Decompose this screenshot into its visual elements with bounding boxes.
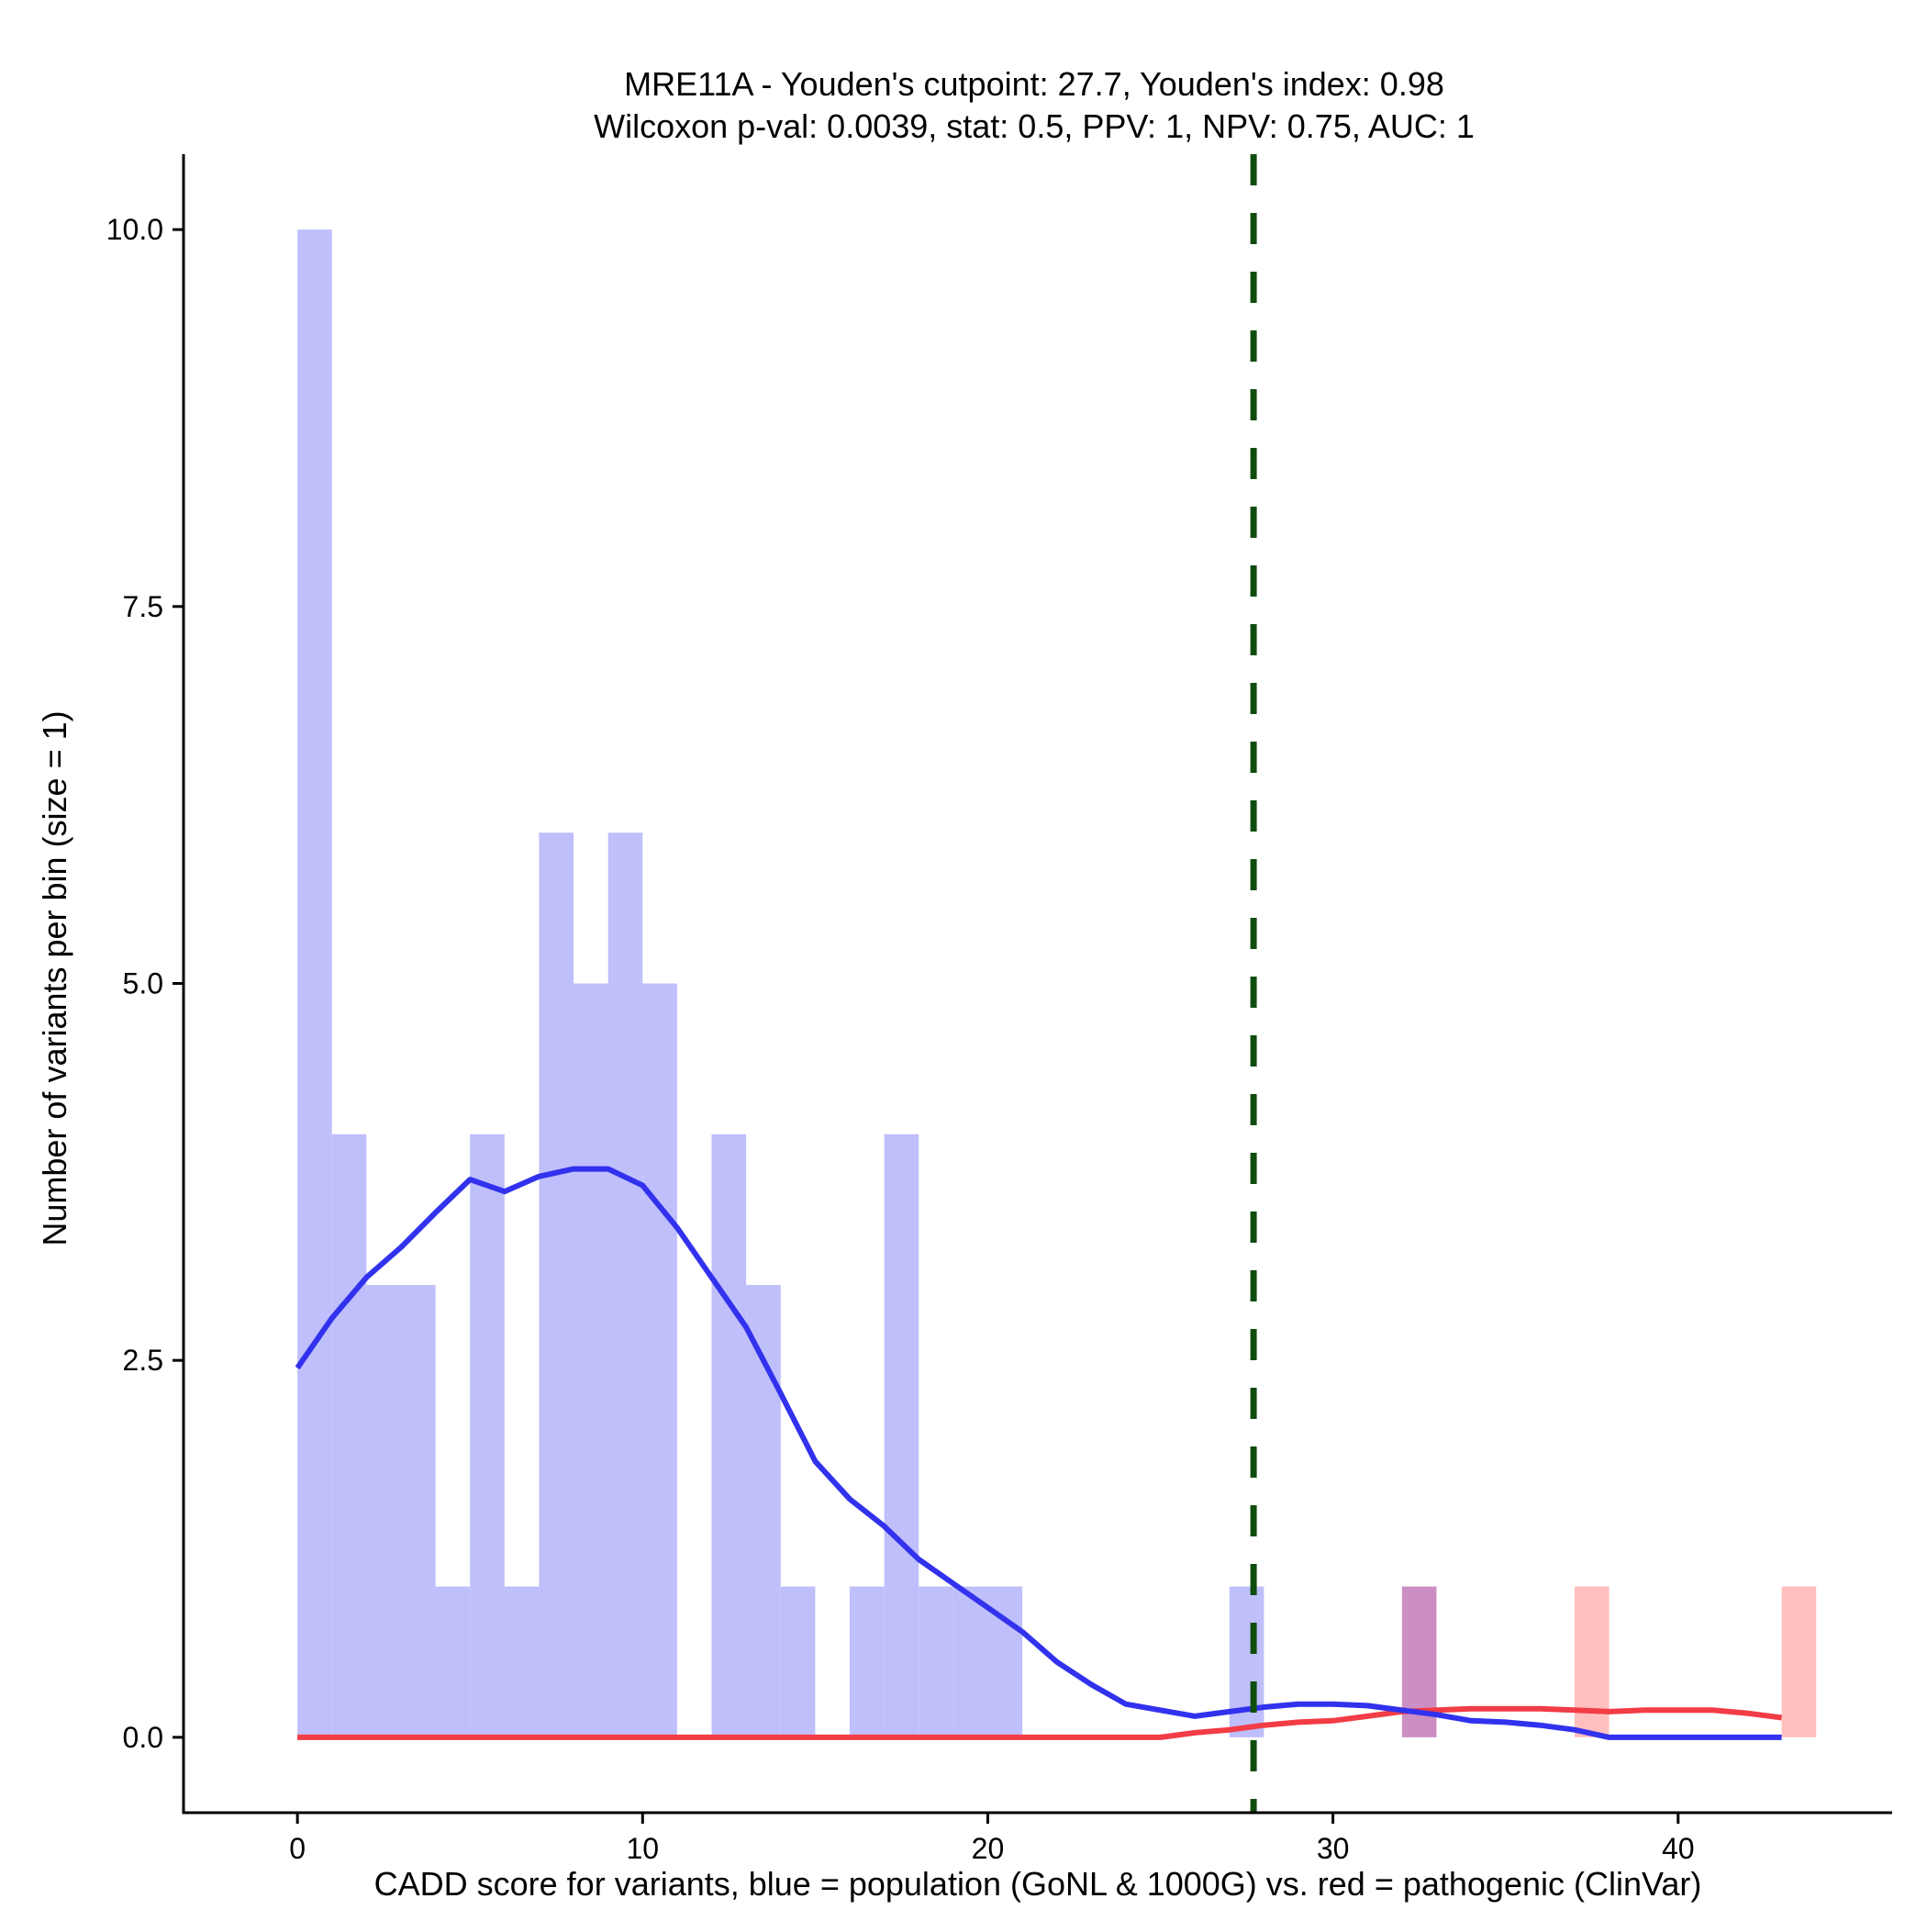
chart-title-line-1: MRE11A - Youden's cutpoint: 27.7, Youden… <box>624 65 1444 103</box>
x-tick-label: 20 <box>972 1832 1005 1865</box>
population-bar <box>884 1134 919 1737</box>
population-bar <box>952 1586 988 1737</box>
bars-layer <box>297 229 1817 1737</box>
x-ticks: 0 10 20 30 40 <box>289 1813 1695 1865</box>
y-ticks: 0.0 2.5 5.0 7.5 10.0 <box>106 213 184 1754</box>
density-lines-layer <box>295 1166 1782 1740</box>
x-tick-label: 30 <box>1317 1832 1350 1865</box>
pathogenic-density-line <box>297 1705 1782 1740</box>
population-bar <box>574 983 608 1737</box>
population-bar <box>400 1285 436 1737</box>
population-bar <box>1229 1586 1264 1737</box>
population-bar <box>470 1134 505 1737</box>
population-bar <box>607 832 643 1737</box>
population-bar <box>504 1586 540 1737</box>
x-axis-label: CADD score for variants, blue = populati… <box>374 1865 1702 1903</box>
y-axis-label: Number of variants per bin (size = 1) <box>36 710 73 1245</box>
pathogenic-bar <box>1781 1586 1817 1737</box>
x-tick-label: 0 <box>289 1832 306 1865</box>
y-tick-label: 2.5 <box>123 1344 163 1377</box>
population-bar <box>780 1586 816 1737</box>
pathogenic-bar <box>1574 1586 1610 1737</box>
population-bar <box>366 1285 401 1737</box>
population-bar <box>297 229 332 1737</box>
chart-title-line-2: Wilcoxon p-val: 0.0039, stat: 0.5, PPV: … <box>594 107 1475 145</box>
y-tick-label: 7.5 <box>123 590 163 623</box>
population-bar <box>331 1134 367 1737</box>
population-bar <box>642 983 677 1737</box>
population-bar <box>435 1586 471 1737</box>
population-bar <box>711 1134 747 1737</box>
population-bar <box>849 1586 885 1737</box>
y-tick-label: 0.0 <box>123 1721 163 1754</box>
y-tick-label: 10.0 <box>106 213 163 246</box>
x-tick-label: 10 <box>626 1832 659 1865</box>
population-bar <box>539 832 574 1737</box>
y-tick-label: 5.0 <box>123 967 163 1000</box>
population-bar <box>746 1285 781 1737</box>
population-density-line <box>295 1166 1782 1740</box>
population-bar <box>919 1586 953 1737</box>
x-tick-label: 40 <box>1662 1832 1695 1865</box>
